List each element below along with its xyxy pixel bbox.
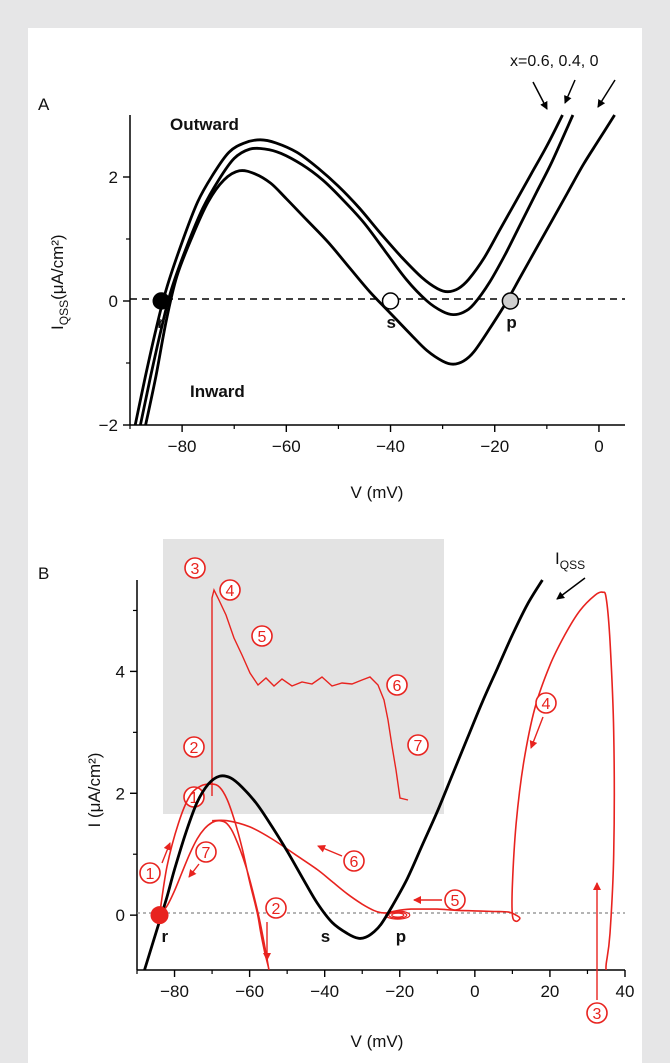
marker-7-circle bbox=[195, 841, 217, 863]
point-label-p-a: p bbox=[506, 313, 516, 332]
inset-marker-5-circle bbox=[251, 625, 273, 647]
arrow-1 bbox=[161, 842, 172, 864]
trajectory-loop bbox=[158, 783, 270, 971]
point-label-r-a: r bbox=[157, 313, 164, 332]
panel-b-ticks: −80 −60 −40 −20 0 20 40 0 2 4 bbox=[116, 609, 635, 1001]
x-tick-label-b: 0 bbox=[470, 982, 479, 1001]
inset-marker-4-circle bbox=[219, 579, 241, 601]
inset-marker-5-label: 5 bbox=[258, 629, 267, 646]
x-tick-label-b: −40 bbox=[310, 982, 339, 1001]
panel-b-curves bbox=[143, 579, 616, 971]
spiral-ring-2 bbox=[391, 912, 405, 918]
point-label-r-b: r bbox=[162, 927, 169, 946]
marker-3-label: 3 bbox=[593, 1006, 602, 1023]
y-label-a: IQSS(μA/cm²) bbox=[48, 234, 71, 330]
point-label-p-b: p bbox=[396, 927, 406, 946]
inset-marker-7-circle bbox=[407, 734, 429, 756]
outward-label: Outward bbox=[170, 115, 239, 134]
iqss-curve-a-2 bbox=[144, 114, 616, 426]
x-tick-label-a: −80 bbox=[168, 437, 197, 456]
iqss-curve-a-0 bbox=[133, 114, 564, 426]
x-tick-label-b: −20 bbox=[385, 982, 414, 1001]
svg-text:IQSS(μA/cm²): IQSS(μA/cm²) bbox=[48, 234, 71, 330]
panel-b-axes bbox=[136, 580, 625, 971]
iqss-curve-b bbox=[143, 579, 544, 971]
marker-5-label: 5 bbox=[451, 893, 460, 910]
x-tick-label-a: −40 bbox=[376, 437, 405, 456]
point-p-a bbox=[501, 292, 520, 310]
panel-a-ticks: −80 −60 −40 −20 0−202 bbox=[99, 168, 604, 456]
y-tick-label-a: 0 bbox=[109, 292, 118, 311]
y-label-b: I (μA/cm²) bbox=[85, 753, 104, 828]
x-tick-label-b: −80 bbox=[160, 982, 189, 1001]
marker-1-label: 1 bbox=[146, 866, 155, 883]
y-tick-label-b: 2 bbox=[116, 784, 125, 803]
legend-arrows bbox=[532, 79, 616, 110]
legend-text: x=0.6, 0.4, 0 bbox=[510, 53, 599, 70]
arrow-6 bbox=[317, 845, 343, 857]
inset-trace bbox=[211, 587, 409, 801]
marker-4-label: 4 bbox=[542, 696, 551, 713]
iqss-curve-label: IQSS bbox=[555, 549, 585, 572]
inset-marker-2-label: 2 bbox=[190, 740, 199, 757]
y-tick-label-b: 0 bbox=[116, 906, 125, 925]
x-label-a: V (mV) bbox=[351, 483, 404, 502]
marker-2-circle bbox=[265, 897, 287, 919]
marker-5-circle bbox=[444, 889, 466, 911]
panel-b: B 3 4 5 6 2 7 1 −80 −60 −40 −20 0 20 40 0 2 4 r s p 1 2 3 4 5… bbox=[38, 539, 634, 1051]
point-r-a bbox=[152, 292, 171, 310]
point-r-b bbox=[150, 906, 169, 925]
marker-7-label: 7 bbox=[202, 845, 211, 862]
point-label-s-b: s bbox=[321, 927, 330, 946]
inset-marker-3-circle bbox=[184, 557, 206, 579]
inset-marker-7-label: 7 bbox=[414, 738, 423, 755]
x-tick-label-a: 0 bbox=[594, 437, 603, 456]
point-s-a bbox=[381, 292, 400, 310]
iqss-arrow bbox=[556, 577, 586, 600]
panel-b-markers: 1 2 3 4 5 6 7 bbox=[139, 692, 608, 1024]
marker-4-circle bbox=[535, 692, 557, 714]
inset-marker-4-label: 4 bbox=[226, 583, 235, 600]
marker-6-label: 6 bbox=[350, 854, 359, 871]
panel-a-axes bbox=[129, 115, 625, 426]
marker-3-circle bbox=[586, 1002, 608, 1024]
x-tick-label-b: −60 bbox=[235, 982, 264, 1001]
x-tick-label-b: 20 bbox=[540, 982, 559, 1001]
marker-6-circle bbox=[343, 850, 365, 872]
inset-marker-6-circle bbox=[386, 674, 408, 696]
arrow-4 bbox=[529, 716, 544, 749]
panel-a-letter: A bbox=[38, 95, 50, 114]
inset-marker-6-label: 6 bbox=[393, 678, 402, 695]
x-tick-label-a: −60 bbox=[272, 437, 301, 456]
iqss-curve-a-1 bbox=[139, 114, 575, 426]
spiral-ring-1 bbox=[388, 911, 408, 919]
inset-marker-3-label: 3 bbox=[191, 561, 200, 578]
x-tick-label-a: −20 bbox=[480, 437, 509, 456]
marker-1-circle bbox=[139, 862, 161, 884]
x-label-b: V (mV) bbox=[351, 1032, 404, 1051]
y-tick-label-b: 4 bbox=[116, 662, 125, 681]
trajectory-main bbox=[212, 591, 616, 971]
marker-2-label: 2 bbox=[272, 901, 281, 918]
point-label-s-a: s bbox=[387, 313, 396, 332]
arrow-7 bbox=[188, 863, 200, 878]
inset-marker-1-label: 1 bbox=[190, 790, 199, 807]
x-tick-label-b: 40 bbox=[616, 982, 635, 1001]
y-tick-label-a: −2 bbox=[99, 416, 118, 435]
y-tick-label-a: 2 bbox=[109, 168, 118, 187]
inset-action-potential: 3 4 5 6 2 7 1 bbox=[183, 557, 429, 808]
inset-marker-2-circle bbox=[183, 736, 205, 758]
panel-a-curves bbox=[133, 114, 616, 426]
inward-label: Inward bbox=[190, 382, 245, 401]
panel-b-letter: B bbox=[38, 564, 49, 583]
